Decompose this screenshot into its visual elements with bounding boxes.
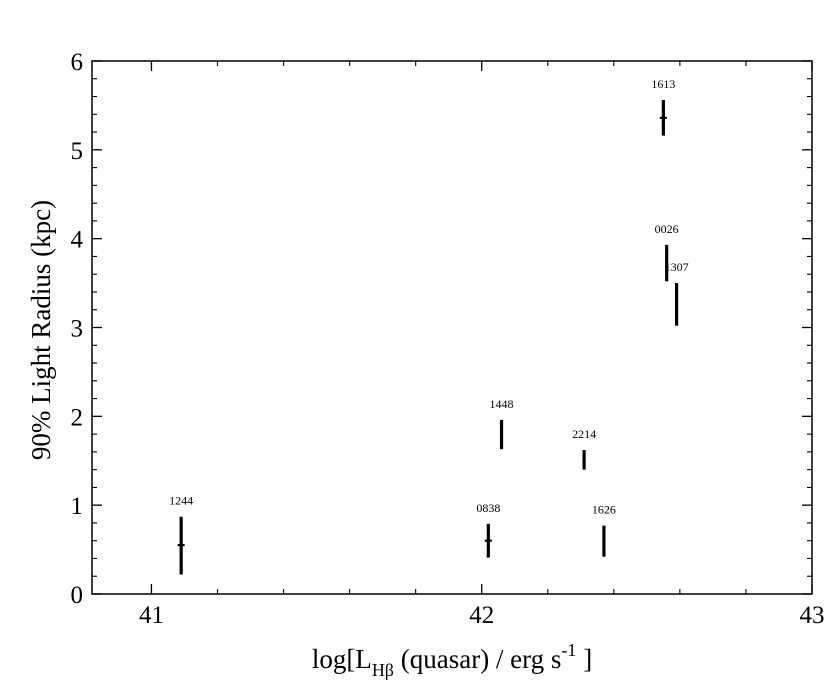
point-label: 1244 — [169, 494, 193, 508]
y-tick-label: 5 — [71, 138, 84, 165]
x-axis-title: log[LHβ (quasar) / erg s-1 ] — [312, 640, 592, 680]
y-tick-label: 0 — [71, 582, 84, 609]
point-label: 1307 — [665, 260, 689, 274]
x-axis-title-suffix: ] — [576, 644, 592, 674]
point-label: 0838 — [476, 501, 500, 515]
x-axis-title-prefix: log[L — [312, 644, 372, 674]
y-tick-label: 4 — [71, 227, 84, 254]
point-label: 1448 — [490, 397, 514, 411]
point-label: 1613 — [651, 77, 675, 91]
point-label: 0026 — [655, 222, 679, 236]
plot-frame — [91, 60, 813, 595]
x-tick-label: 42 — [469, 602, 494, 629]
point-label: 1626 — [592, 503, 616, 517]
x-axis-title-middle: (quasar) / erg s — [394, 644, 561, 674]
y-tick-label: 6 — [71, 49, 84, 76]
x-axis-title-sub: Hβ — [372, 660, 394, 680]
y-tick-label: 1 — [71, 493, 84, 520]
x-axis-title-sup: -1 — [561, 640, 576, 660]
x-tick-label: 41 — [139, 602, 164, 629]
point-label: 2214 — [572, 427, 596, 441]
chart-marks: 1244 0838 1448 2214 1626 1613 0026 1307 — [169, 77, 689, 575]
y-tick-label: 3 — [71, 316, 84, 343]
chart-axes: 41 42 43 0 1 2 3 4 5 6 — [71, 49, 825, 629]
y-tick-label: 2 — [71, 404, 84, 431]
y-axis-title: 90% Light Radius (kpc) — [26, 200, 56, 460]
x-tick-label: 43 — [800, 602, 825, 629]
